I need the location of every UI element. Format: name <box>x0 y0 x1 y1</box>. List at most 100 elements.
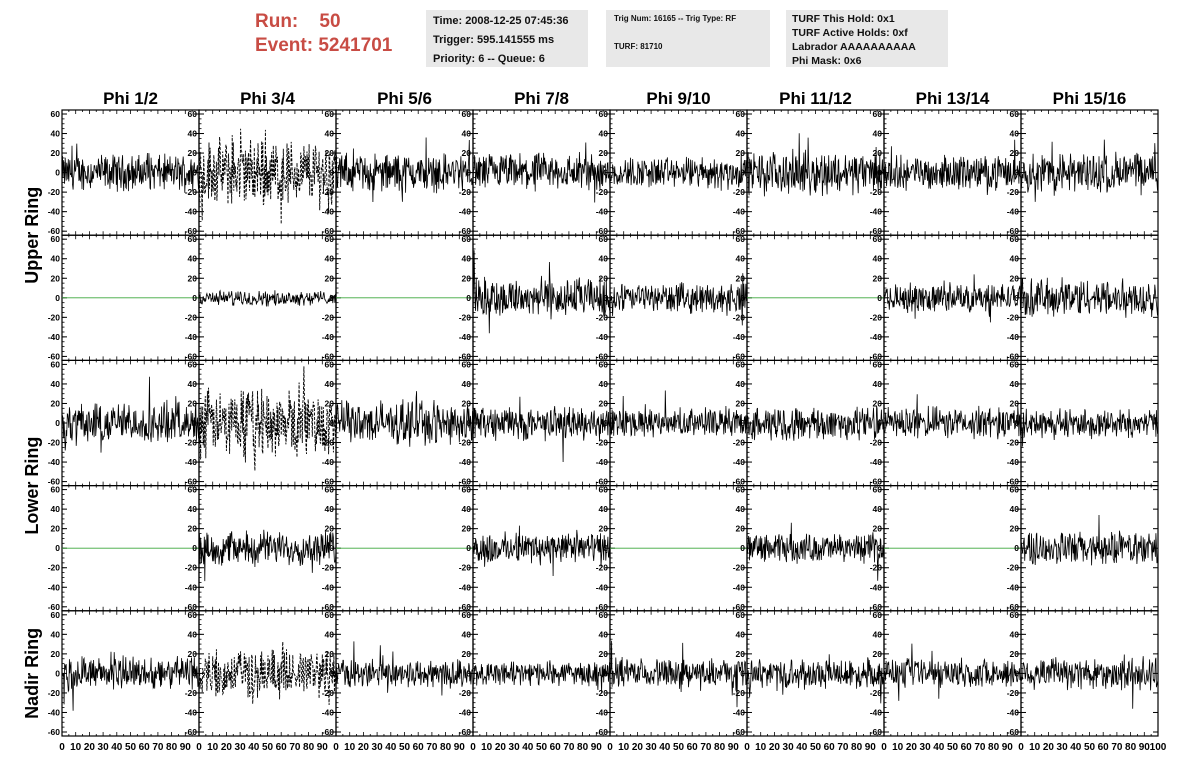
ytick-label: -20 <box>870 438 883 448</box>
xtick-label: 0 <box>744 742 750 753</box>
ytick-label: 60 <box>599 109 609 119</box>
ytick-label: 20 <box>325 524 335 534</box>
ytick-label: 40 <box>873 379 883 389</box>
xtick-label: 60 <box>824 742 836 753</box>
xtick-label: 70 <box>837 742 849 753</box>
ytick-label: 60 <box>325 485 335 495</box>
ytick-label: -20 <box>1007 563 1020 573</box>
ytick-label: -40 <box>596 707 609 717</box>
ytick-label: -40 <box>733 582 746 592</box>
ytick-label: 40 <box>462 629 472 639</box>
ytick-label: 60 <box>873 359 883 369</box>
ytick-label: 20 <box>599 398 609 408</box>
ytick-label: 20 <box>599 649 609 659</box>
xtick-label: 40 <box>659 742 671 753</box>
ytick-label: -60 <box>733 226 746 236</box>
ytick-label: -40 <box>48 207 61 217</box>
waveform-r5-c3 <box>335 641 474 696</box>
ytick-label: -60 <box>1007 602 1020 612</box>
ytick-label: 0 <box>55 668 60 678</box>
ytick-label: -20 <box>1007 312 1020 322</box>
waveform-r4-c6 <box>746 522 885 581</box>
ytick-label: 0 <box>603 668 608 678</box>
ytick-label: -60 <box>185 602 198 612</box>
ytick-label: 60 <box>51 359 61 369</box>
xtick-label: 10 <box>207 742 219 753</box>
xtick-label: 70 <box>563 742 575 753</box>
xtick-label: 30 <box>920 742 932 753</box>
ytick-label: 20 <box>325 273 335 283</box>
xtick-label: 50 <box>262 742 274 753</box>
xtick-label: 100 <box>1150 742 1167 753</box>
run-row: Run: 50 <box>255 10 392 34</box>
ytick-label: -60 <box>870 727 883 737</box>
xtick-label: 50 <box>1084 742 1096 753</box>
ytick-label: -20 <box>459 438 472 448</box>
turf-text: TURF: 81710 <box>614 42 663 51</box>
waveform-r3-c5 <box>609 390 748 438</box>
ytick-label: -40 <box>322 457 335 467</box>
ytick-label: -60 <box>459 727 472 737</box>
ytick-label: -20 <box>185 187 198 197</box>
ytick-label: 60 <box>188 234 198 244</box>
ytick-label: 0 <box>466 293 471 303</box>
xtick-label: 20 <box>632 742 644 753</box>
ytick-label: 40 <box>599 379 609 389</box>
ytick-label: 0 <box>466 168 471 178</box>
ytick-label: 0 <box>192 543 197 553</box>
ytick-label: 60 <box>1010 485 1020 495</box>
trigger-info-box: Trig Num: 16165 -- Trig Type: RF TURF: 8… <box>606 10 770 67</box>
ytick-label: 40 <box>462 254 472 264</box>
ytick-label: -20 <box>870 688 883 698</box>
ytick-label: 60 <box>325 610 335 620</box>
ytick-label: -40 <box>596 582 609 592</box>
ytick-label: -20 <box>596 187 609 197</box>
ytick-label: 40 <box>873 504 883 514</box>
ytick-label: -20 <box>870 563 883 573</box>
ytick-label: -20 <box>48 187 61 197</box>
xtick-label: 40 <box>111 742 123 753</box>
ytick-label: 60 <box>188 359 198 369</box>
xtick-label: 20 <box>84 742 96 753</box>
ytick-label: 0 <box>740 668 745 678</box>
xtick-label: 70 <box>426 742 438 753</box>
xtick-label: 10 <box>892 742 904 753</box>
panel-frame-r4-c8 <box>1020 485 1159 612</box>
waveform-r2-c8 <box>1020 277 1159 318</box>
ytick-label: 60 <box>51 485 61 495</box>
ytick-label: 20 <box>1010 398 1020 408</box>
ytick-label: 20 <box>1010 649 1020 659</box>
ytick-label: 60 <box>1010 359 1020 369</box>
waveform-r2-c2 <box>198 289 337 307</box>
xtick-label: 10 <box>70 742 82 753</box>
ytick-label: 40 <box>51 629 61 639</box>
ytick-label: -40 <box>185 207 198 217</box>
xtick-label: 80 <box>303 742 315 753</box>
ytick-label: -60 <box>1007 727 1020 737</box>
ytick-label: 60 <box>188 485 198 495</box>
ytick-label: 20 <box>736 649 746 659</box>
labrador-text: Labrador AAAAAAAAAA <box>792 41 916 53</box>
run-event-label: Run: 50 Event: 5241701 <box>255 10 392 58</box>
xtick-label: 0 <box>196 742 202 753</box>
ytick-label: 0 <box>603 418 608 428</box>
ytick-label: -20 <box>733 312 746 322</box>
ytick-label: -60 <box>733 602 746 612</box>
xtick-label: 90 <box>728 742 740 753</box>
ytick-label: 20 <box>599 273 609 283</box>
ytick-label: 60 <box>325 109 335 119</box>
ytick-label: 60 <box>873 109 883 119</box>
ytick-label: -60 <box>185 226 198 236</box>
ytick-label: -40 <box>48 457 61 467</box>
ytick-label: 40 <box>325 504 335 514</box>
waveform-r1-c1 <box>61 143 200 193</box>
xtick-label: 30 <box>372 742 384 753</box>
ytick-label: -20 <box>733 187 746 197</box>
ytick-label: -60 <box>733 477 746 487</box>
ring-label-1: Upper Ring <box>22 187 42 284</box>
ytick-label: 0 <box>877 168 882 178</box>
ytick-label: -60 <box>1007 351 1020 361</box>
xtick-label: 0 <box>607 742 613 753</box>
trig-num-text: Trig Num: 16165 -- Trig Type: RF <box>614 14 737 23</box>
trigger-text: Trigger: 595.141555 ms <box>433 34 555 46</box>
